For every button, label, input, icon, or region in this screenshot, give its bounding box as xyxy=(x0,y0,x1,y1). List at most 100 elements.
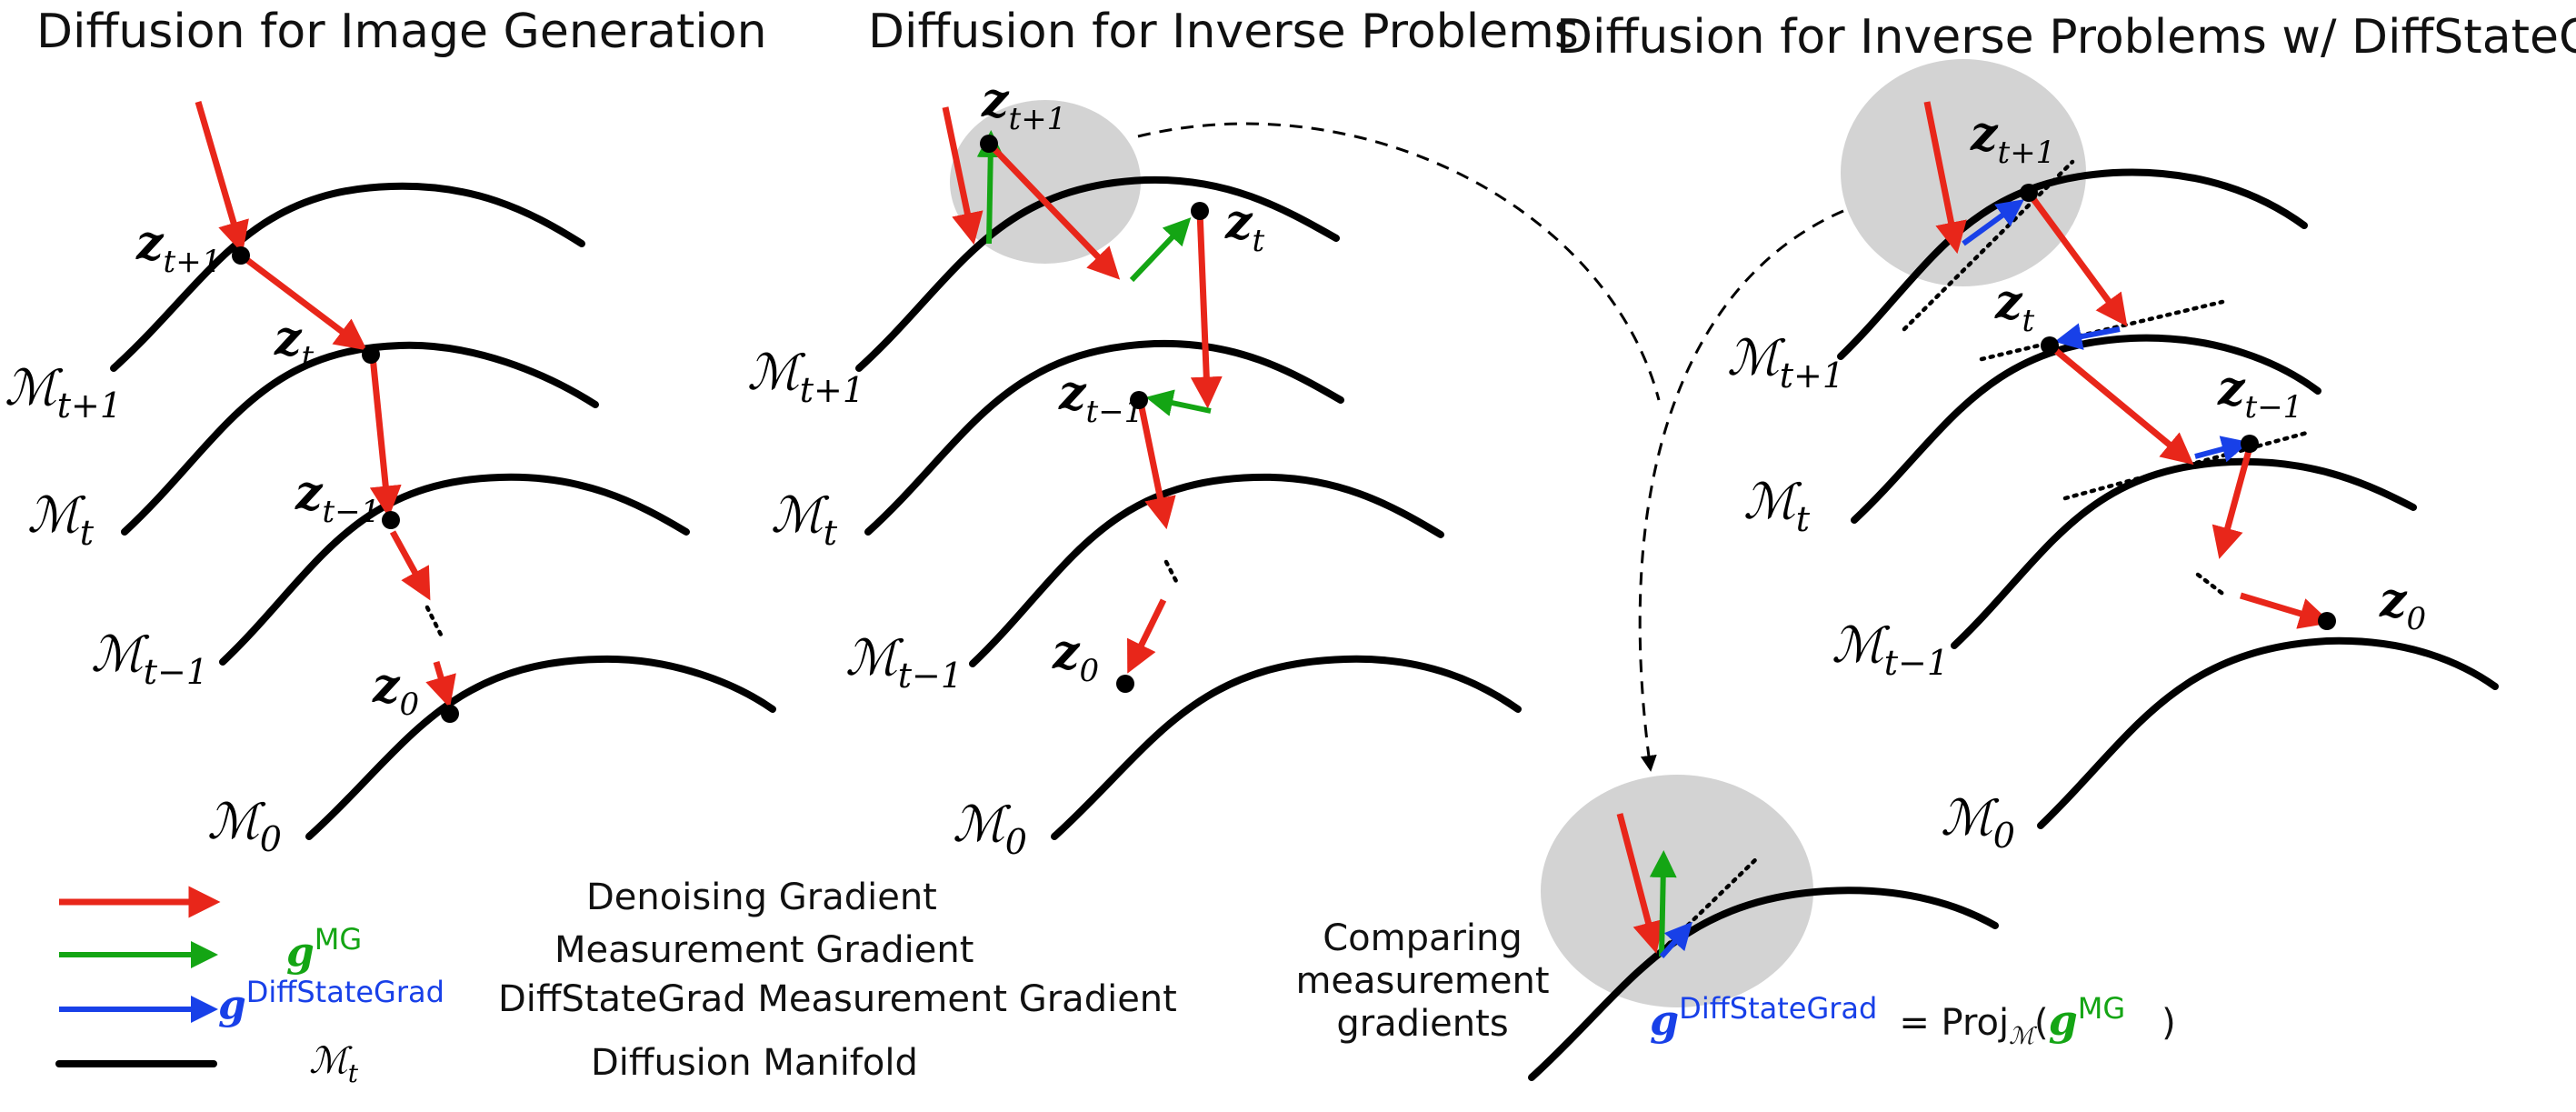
comparison-label: Comparing xyxy=(1323,917,1523,959)
manifold-label: ℳ0 xyxy=(1941,789,2015,856)
comparison-inset: Comparing measurement gradients gDiffSta… xyxy=(1295,775,2176,1081)
state-label: zt xyxy=(274,311,315,376)
right-panel-title: Diffusion for Inverse Problems w/ DiffSt… xyxy=(1556,10,2576,65)
manifold-curve xyxy=(305,655,776,840)
state-label: zt xyxy=(1224,195,1265,259)
legend-mg-symbol: gMG xyxy=(286,922,362,976)
comparison-label: gradients xyxy=(1336,1003,1508,1045)
state-point xyxy=(382,511,400,529)
state-label: zt+1 xyxy=(135,215,221,280)
legend-denoising-label: Denoising Gradient xyxy=(586,877,937,918)
manifold-label: ℳt−1 xyxy=(845,629,963,696)
manifold-curve xyxy=(1528,887,1999,1081)
comparison-label: measurement xyxy=(1295,960,1549,1002)
denoising-arrow xyxy=(2047,343,2194,466)
measurement-arrow xyxy=(1129,217,1192,283)
denoising-arrow xyxy=(990,145,1121,280)
manifold-label: ℳ0 xyxy=(207,793,282,859)
manifold-curve xyxy=(219,473,690,666)
manifold-curve xyxy=(1851,334,2321,524)
manifold-label: ℳ0 xyxy=(953,796,1027,862)
legend-manifold-label: Diffusion Manifold xyxy=(591,1042,918,1084)
left-panel: zt+1 zt zt−1 z0 ℳt+1 ℳt ℳt−1 ℳ0 xyxy=(5,101,776,859)
tangent-line xyxy=(2062,430,2310,501)
state-point xyxy=(2241,435,2259,453)
comparison-connector xyxy=(1137,122,1661,401)
state-label: z0 xyxy=(1052,625,1099,689)
denoising-arrow xyxy=(2026,190,2128,327)
manifold-label: ℳt xyxy=(27,486,95,553)
manifold-curve xyxy=(864,339,1344,536)
manifold-label: ℳt+1 xyxy=(747,344,864,410)
state-point xyxy=(2041,336,2059,355)
denoising-arrow xyxy=(195,101,249,254)
legend-dsg-label: DiffStateGrad Measurement Gradient xyxy=(498,978,1177,1020)
denoising-arrow xyxy=(1127,598,1167,674)
manifold-curve xyxy=(1051,655,1522,840)
comparison-connector xyxy=(1638,209,1844,772)
highlight-bubble xyxy=(1841,59,2086,286)
state-label: z0 xyxy=(2379,573,2426,637)
denoising-arrow xyxy=(942,106,983,245)
manifold-curve xyxy=(110,182,585,372)
measurement-arrow xyxy=(1145,389,1212,416)
state-point xyxy=(980,135,998,153)
denoising-arrow xyxy=(241,255,367,351)
state-point xyxy=(232,246,250,265)
manifold-label: ℳt xyxy=(1743,473,1811,539)
ellipsis-dots xyxy=(1163,559,1181,587)
measurement-arrow xyxy=(976,130,1004,245)
diffstategrad-arrow xyxy=(1962,199,2025,246)
denoising-arrow xyxy=(369,356,402,518)
state-label: zt−1 xyxy=(295,466,380,530)
state-label: zt−1 xyxy=(2217,361,2302,426)
legend-measurement-label: Measurement Gradient xyxy=(554,929,973,971)
state-point xyxy=(1116,675,1134,693)
denoising-arrow xyxy=(1137,402,1176,530)
highlight-bubble xyxy=(1541,775,1813,1007)
manifold-curve xyxy=(1951,457,2417,649)
manifold-curve xyxy=(2037,636,2499,829)
left-panel-title: Diffusion for Image Generation xyxy=(36,5,767,59)
denoising-arrow xyxy=(2212,446,2253,559)
legend-dsg-symbol: gDiffStateGrad xyxy=(218,975,444,1028)
manifold-label: ℳt+1 xyxy=(5,359,122,426)
manifold-label: ℳt−1 xyxy=(1832,616,1949,683)
ellipsis-dots xyxy=(2195,572,2228,598)
middle-panel-title: Diffusion for Inverse Problems xyxy=(868,5,1579,59)
tangent-line xyxy=(1902,159,2075,332)
state-point xyxy=(441,705,459,723)
state-label: zt+1 xyxy=(1970,106,2055,171)
manifold-curve xyxy=(855,175,1340,372)
denoising-arrow xyxy=(1616,813,1664,954)
state-point xyxy=(362,346,380,364)
legend: gMG gDiffStateGrad ℳt Denoising Gradient… xyxy=(55,877,1177,1088)
right-panel: zt+1 zt zt−1 z0 ℳt+1 ℳt ℳt−1 ℳ0 xyxy=(1727,59,2499,856)
manifold-curve xyxy=(969,473,1444,667)
state-label: zt−1 xyxy=(1058,366,1143,430)
state-point xyxy=(2318,612,2336,630)
diffstategrad-arrow xyxy=(1659,921,1692,958)
state-label: zt+1 xyxy=(981,73,1066,137)
ellipsis-dots xyxy=(424,605,444,637)
state-label: z0 xyxy=(372,658,419,723)
projection-equation: gDiffStateGrad = Projℳ(gMG) xyxy=(1650,991,2176,1050)
middle-panel: zt+1 zt zt−1 z0 ℳt+1 ℳt ℳt−1 ℳ0 xyxy=(747,73,1522,862)
manifold-label: ℳt+1 xyxy=(1727,329,1844,396)
state-point xyxy=(1191,202,1209,220)
state-point xyxy=(1130,391,1148,409)
state-point xyxy=(2020,184,2038,202)
legend-manifold-symbol: ℳt xyxy=(309,1040,359,1088)
denoising-arrow xyxy=(2239,592,2331,629)
denoising-arrow xyxy=(389,530,431,601)
state-label: zt xyxy=(1994,275,2035,339)
diffstategrad-arrow xyxy=(2194,436,2250,463)
denoising-arrow xyxy=(425,661,456,708)
measurement-arrow xyxy=(1649,850,1677,957)
manifold-curve xyxy=(1837,168,2308,360)
denoising-arrow xyxy=(1190,210,1223,409)
denoising-arrow xyxy=(1923,101,1967,255)
diffstategrad-arrow xyxy=(2054,323,2121,350)
manifold-label: ℳt−1 xyxy=(91,626,208,692)
manifold-label: ℳt xyxy=(771,486,838,553)
